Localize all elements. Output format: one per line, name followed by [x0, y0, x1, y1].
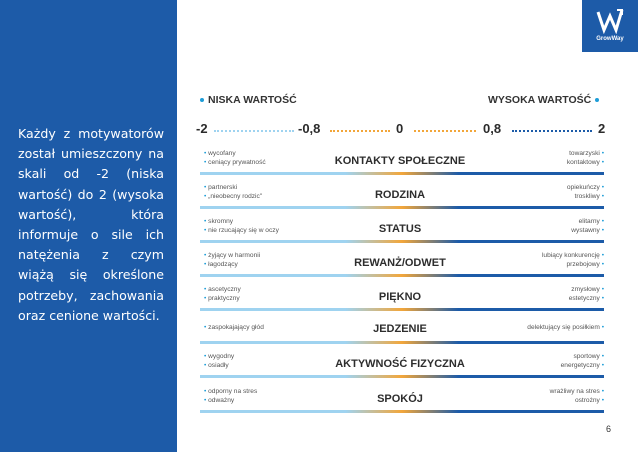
trait: towarzyski [567, 150, 604, 159]
trait: opiekuńczy [567, 184, 604, 193]
trait: odporny na stres [204, 388, 257, 397]
row-right-traits: wrażliwy na stresostrożny [550, 388, 604, 405]
high-value-label: WYSOKA WARTOŚĆ [488, 94, 592, 106]
trait: zmysłowy [569, 286, 604, 295]
trait: wycofany [204, 150, 266, 159]
trait: kontaktowy [567, 159, 604, 168]
scale-line-high [512, 130, 592, 132]
row-bar [200, 341, 604, 344]
row-left-traits: zaspokajający głód [204, 324, 264, 333]
sidebar-description: Każdy z motywatorów został umieszczony n… [18, 126, 164, 323]
row-right-traits: delektujący się posiłkiem [527, 324, 604, 333]
scale-line-mid-low [330, 130, 390, 132]
trait: wygodny [204, 353, 234, 362]
row-right-traits: opiekuńczytroskliwy [567, 184, 604, 201]
trait: osiadły [204, 362, 234, 371]
row-bar [200, 172, 604, 175]
row-left-traits: ascetycznypraktyczny [204, 286, 241, 303]
scale-tick: 2 [598, 121, 606, 136]
scale-tick: -2 [196, 121, 208, 136]
high-value-header: WYSOKA WARTOŚĆ [488, 94, 603, 106]
row-left-traits: skromnynie rzucający się w oczy [204, 218, 279, 235]
growway-logo-icon [596, 9, 624, 34]
row-left-traits: żyjący w harmoniiłagodzący [204, 252, 260, 269]
trait: praktyczny [204, 295, 241, 304]
row-title: KONTAKTY SPOŁECZNE [334, 155, 466, 167]
row-title: REWANŻ/ODWET [354, 257, 446, 269]
scale-line-low [214, 130, 294, 132]
row-right-traits: zmysłowyestetyczny [569, 286, 604, 303]
row-right-traits: lubiący konkurencjęprzebojowy [542, 252, 604, 269]
row-bar [200, 274, 604, 277]
growway-logo: GrowWay [582, 0, 638, 52]
trait: żyjący w harmonii [204, 252, 260, 261]
trait: partnerski [204, 184, 262, 193]
trait: skromny [204, 218, 279, 227]
row-bar [200, 240, 604, 243]
trait: „nieobecny rodzic" [204, 193, 262, 202]
row-left-traits: odporny na stresodważny [204, 388, 257, 405]
bullet-icon [200, 98, 204, 103]
trait: ascetyczny [204, 286, 241, 295]
trait: lubiący konkurencję [542, 252, 604, 261]
low-value-label: NISKA WARTOŚĆ [208, 94, 297, 106]
row-bar [200, 308, 604, 311]
sidebar-panel: Każdy z motywatorów został umieszczony n… [0, 0, 177, 452]
row-right-traits: elitarnywystawny [571, 218, 604, 235]
scale-tick: 0,8 [483, 121, 502, 136]
row-left-traits: wycofanyceniący prywatność [204, 150, 266, 167]
trait: ceniący prywatność [204, 159, 266, 168]
trait: wystawny [571, 227, 604, 236]
trait: estetyczny [569, 295, 604, 304]
row-right-traits: sportowyenergetyczny [561, 353, 604, 370]
page-number: 6 [606, 424, 612, 434]
row-title: JEDZENIE [373, 323, 427, 335]
row-right-traits: towarzyskikontaktowy [567, 150, 604, 167]
trait: wrażliwy na stres [550, 388, 604, 397]
trait: przebojowy [542, 261, 604, 270]
row-title: PIĘKNO [378, 291, 422, 303]
trait: zaspokajający głód [204, 324, 264, 333]
trait: delektujący się posiłkiem [527, 324, 604, 333]
row-bar [200, 206, 604, 209]
row-title: AKTYWNOŚĆ FIZYCZNA [335, 358, 465, 370]
scale-tick: 0 [396, 121, 404, 136]
trait: odważny [204, 397, 257, 406]
row-title: RODZINA [374, 189, 426, 201]
trait: łagodzący [204, 261, 260, 270]
scale-line-mid-high [414, 130, 476, 132]
trait: troskliwy [567, 193, 604, 202]
row-bar [200, 410, 604, 413]
bullet-icon [595, 98, 600, 103]
trait: ostrożny [550, 397, 604, 406]
row-left-traits: partnerski„nieobecny rodzic" [204, 184, 262, 201]
logo-label: GrowWay [596, 36, 624, 42]
row-title: STATUS [378, 223, 422, 235]
trait: sportowy [561, 353, 604, 362]
low-value-header: NISKA WARTOŚĆ [196, 94, 297, 106]
row-bar [200, 375, 604, 378]
row-title: SPOKÓJ [377, 393, 423, 405]
trait: nie rzucający się w oczy [204, 227, 279, 236]
trait: elitarny [571, 218, 604, 227]
scale-tick: -0,8 [298, 121, 321, 136]
row-left-traits: wygodnyosiadły [204, 353, 234, 370]
trait: energetyczny [561, 362, 604, 371]
